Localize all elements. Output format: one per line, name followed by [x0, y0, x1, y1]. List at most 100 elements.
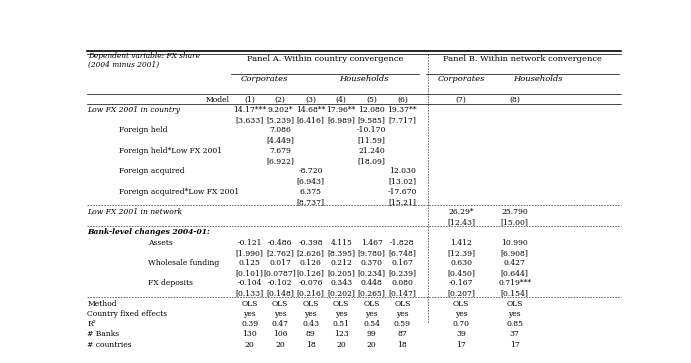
Text: (7): (7)	[456, 95, 466, 103]
Text: yes: yes	[455, 310, 468, 318]
Text: [5.239]: [5.239]	[266, 116, 294, 124]
Text: -10.170: -10.170	[357, 126, 386, 134]
Text: 0.125: 0.125	[239, 259, 261, 267]
Text: [3.633]: [3.633]	[236, 116, 264, 124]
Text: 0.70: 0.70	[453, 320, 470, 328]
Text: yes: yes	[305, 310, 317, 318]
Text: -1.828: -1.828	[390, 238, 415, 246]
Text: 0.47: 0.47	[272, 320, 289, 328]
Text: [0.450]: [0.450]	[447, 269, 475, 277]
Text: 87: 87	[397, 330, 407, 338]
Text: [6.748]: [6.748]	[388, 249, 416, 257]
Text: 0.51: 0.51	[333, 320, 350, 328]
Text: [11.59]: [11.59]	[358, 136, 386, 144]
Text: 7.679: 7.679	[269, 147, 291, 155]
Text: 20: 20	[245, 341, 254, 349]
Text: [0.216]: [0.216]	[297, 290, 325, 298]
Text: [6.416]: [6.416]	[297, 116, 325, 124]
Text: Foreign acquired: Foreign acquired	[118, 167, 184, 175]
Text: 18: 18	[306, 341, 316, 349]
Text: OLS: OLS	[394, 300, 410, 308]
Text: [18.09]: [18.09]	[358, 157, 386, 165]
Text: Dependent variable: FX share
(2004 minus 2001): Dependent variable: FX share (2004 minus…	[88, 52, 200, 69]
Text: yes: yes	[396, 310, 408, 318]
Text: [13.02]: [13.02]	[388, 178, 417, 185]
Text: (4): (4)	[336, 95, 347, 103]
Text: 6.375: 6.375	[300, 188, 322, 196]
Text: [0.265]: [0.265]	[358, 290, 386, 298]
Text: Panel A. Within country convergence: Panel A. Within country convergence	[247, 55, 404, 63]
Text: Low FX 2001 in country: Low FX 2001 in country	[88, 106, 180, 114]
Text: [12.39]: [12.39]	[447, 249, 475, 257]
Text: Wholesale funding: Wholesale funding	[148, 259, 219, 267]
Text: [7.717]: [7.717]	[388, 116, 416, 124]
Text: 0.39: 0.39	[241, 320, 258, 328]
Text: [12.43]: [12.43]	[447, 218, 475, 226]
Text: [1.990]: [1.990]	[236, 249, 264, 257]
Text: 123: 123	[334, 330, 349, 338]
Text: [9.780]: [9.780]	[358, 249, 386, 257]
Text: 0.080: 0.080	[391, 280, 413, 287]
Text: Foreign held: Foreign held	[118, 126, 167, 134]
Text: [0.148]: [0.148]	[266, 290, 294, 298]
Text: Households: Households	[513, 75, 562, 83]
Text: [6.908]: [6.908]	[501, 249, 529, 257]
Text: [2.626]: [2.626]	[297, 249, 325, 257]
Text: 21.240: 21.240	[359, 147, 385, 155]
Text: (2): (2)	[275, 95, 285, 103]
Text: OLS: OLS	[507, 300, 523, 308]
Text: Country fixed effects: Country fixed effects	[88, 310, 168, 318]
Text: [0.234]: [0.234]	[358, 269, 386, 277]
Text: [8.395]: [8.395]	[328, 249, 355, 257]
Text: 12.080: 12.080	[359, 106, 385, 114]
Text: 0.448: 0.448	[361, 280, 383, 287]
Text: (1): (1)	[245, 95, 255, 103]
Text: -0.076: -0.076	[299, 280, 323, 287]
Text: 0.427: 0.427	[504, 259, 526, 267]
Text: [4.449]: [4.449]	[266, 136, 294, 144]
Text: -0.102: -0.102	[268, 280, 292, 287]
Text: [0.207]: [0.207]	[447, 290, 475, 298]
Text: [0.202]: [0.202]	[328, 290, 355, 298]
Text: 20: 20	[367, 341, 377, 349]
Text: 18: 18	[397, 341, 407, 349]
Text: 19.37**: 19.37**	[388, 106, 417, 114]
Text: yes: yes	[243, 310, 256, 318]
Text: -0.398: -0.398	[299, 238, 323, 246]
Text: yes: yes	[509, 310, 521, 318]
Text: 99: 99	[367, 330, 377, 338]
Text: [0.101]: [0.101]	[236, 269, 264, 277]
Text: [0.126]: [0.126]	[297, 269, 325, 277]
Text: 12.030: 12.030	[389, 167, 416, 175]
Text: -0.121: -0.121	[238, 238, 262, 246]
Text: 0.719***: 0.719***	[498, 280, 531, 287]
Text: 17.96**: 17.96**	[327, 106, 356, 114]
Text: 0.212: 0.212	[330, 259, 352, 267]
Text: Corporates: Corporates	[437, 75, 485, 83]
Text: 0.167: 0.167	[391, 259, 413, 267]
Text: 0.54: 0.54	[363, 320, 380, 328]
Text: (6): (6)	[397, 95, 408, 103]
Text: 39: 39	[456, 330, 466, 338]
Text: [15.21]: [15.21]	[388, 198, 416, 206]
Text: -0.104: -0.104	[238, 280, 262, 287]
Text: [0.133]: [0.133]	[236, 290, 264, 298]
Text: Model: Model	[205, 95, 229, 103]
Text: (3): (3)	[305, 95, 316, 103]
Text: Assets: Assets	[148, 238, 173, 246]
Text: 0.630: 0.630	[451, 259, 472, 267]
Text: 25.790: 25.790	[502, 208, 528, 216]
Text: [0.644]: [0.644]	[501, 269, 529, 277]
Text: -8.720: -8.720	[299, 167, 323, 175]
Text: Low FX 2001 in network: Low FX 2001 in network	[88, 208, 182, 216]
Text: R²: R²	[88, 320, 96, 328]
Text: # Banks: # Banks	[88, 330, 120, 338]
Text: yes: yes	[274, 310, 287, 318]
Text: Bank-level changes 2004-01:: Bank-level changes 2004-01:	[88, 228, 210, 236]
Text: (8): (8)	[509, 95, 520, 103]
Text: [6.943]: [6.943]	[296, 178, 325, 185]
Text: 1.467: 1.467	[361, 238, 383, 246]
Text: [0.0787]: [0.0787]	[264, 269, 296, 277]
Text: 20: 20	[337, 341, 346, 349]
Text: yes: yes	[366, 310, 378, 318]
